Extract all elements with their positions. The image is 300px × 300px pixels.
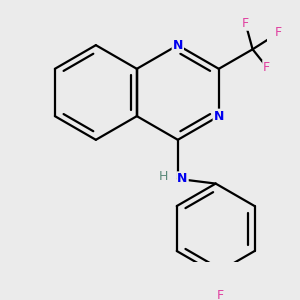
Text: F: F	[275, 26, 282, 39]
Text: F: F	[242, 17, 249, 30]
Text: N: N	[177, 172, 188, 185]
Text: F: F	[263, 61, 270, 74]
Text: N: N	[172, 39, 183, 52]
Text: N: N	[214, 110, 224, 123]
Text: H: H	[159, 170, 168, 183]
Text: F: F	[217, 290, 224, 300]
